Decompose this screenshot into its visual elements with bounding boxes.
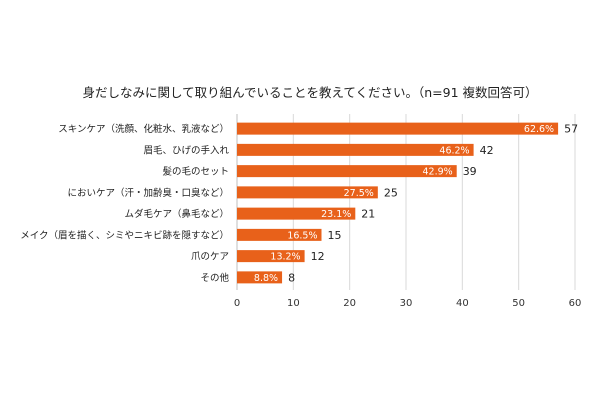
x-tick-label: 10	[287, 298, 300, 309]
category-label: 爪のケア	[191, 252, 229, 263]
category-label: 髪の毛のセット	[162, 166, 229, 178]
percent-label: 16.5%	[287, 230, 317, 241]
x-tick-label: 30	[400, 298, 413, 309]
category-label: 眉毛、ひげの手入れ	[143, 144, 229, 156]
value-label: 12	[311, 250, 325, 263]
bar	[237, 271, 283, 284]
bar	[237, 165, 457, 178]
value-label: 57	[564, 123, 578, 136]
bar	[237, 228, 322, 241]
x-tick-label: 60	[569, 298, 582, 309]
bar	[237, 250, 305, 263]
value-label: 8	[288, 271, 295, 284]
x-tick-label: 0	[234, 298, 240, 309]
bar	[237, 207, 356, 220]
bar	[237, 186, 378, 199]
category-label: においケア（汗・加齢臭・口臭など）	[67, 187, 229, 199]
x-tick-label: 40	[456, 298, 469, 309]
category-label: その他	[200, 272, 229, 284]
percent-label: 8.8%	[254, 273, 278, 284]
category-label: スキンケア（洗顔、化粧水、乳液など）	[58, 123, 229, 135]
x-tick-label: 50	[512, 298, 525, 309]
value-label: 15	[328, 229, 342, 242]
label-layer: スキンケア（洗顔、化粧水、乳液など） 62.6% 57 眉毛、ひげの手入れ 46.2% 4…	[20, 123, 578, 285]
percent-label: 62.6%	[524, 124, 554, 135]
chart-title: 身だしなみに関して取り組んでいることを教えてください。（n=91 複数回答可）	[82, 85, 537, 100]
percent-label: 23.1%	[321, 209, 351, 220]
bar	[237, 143, 474, 156]
percent-label: 27.5%	[344, 188, 374, 199]
category-label: ムダ毛ケア（鼻毛など）	[124, 208, 229, 220]
tick-layer: 0 10 20 30 40 50 60	[234, 298, 582, 309]
grid-layer	[236, 114, 576, 290]
value-label: 39	[463, 165, 477, 178]
category-label: メイク（眉を描く、シミやニキビ跡を隠すなど）	[20, 229, 229, 241]
value-label: 42	[480, 144, 494, 157]
percent-label: 46.2%	[439, 145, 469, 156]
percent-label: 13.2%	[270, 252, 300, 263]
bar-layer	[237, 122, 559, 284]
x-tick-label: 20	[343, 298, 356, 309]
percent-label: 42.9%	[423, 167, 453, 178]
bar	[237, 122, 559, 135]
value-label: 21	[361, 208, 375, 221]
value-label: 25	[384, 186, 398, 199]
